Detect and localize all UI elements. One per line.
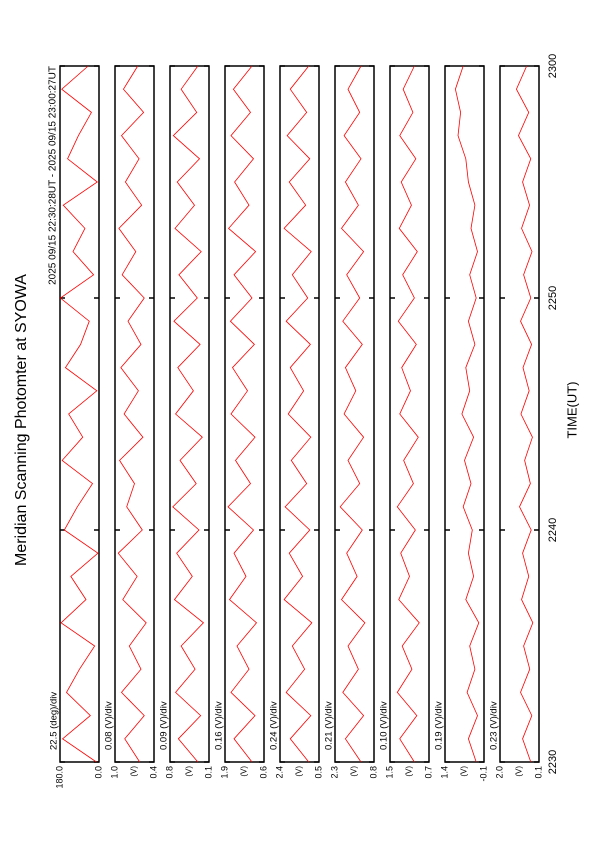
y-unit-label: (V)	[295, 766, 304, 777]
rotated-frame: Meridian Scanning Photomter at SYOWA 202…	[13, 54, 579, 789]
y-tick-label: 0.8	[164, 766, 174, 779]
y-tick-label: 180.0	[54, 766, 64, 789]
y-unit-label: (V)	[185, 766, 194, 777]
y-unit-label: (V)	[350, 766, 359, 777]
chart-subtitle: 2025 09/15 22:30:28UT - 2025 09/15 23:00…	[48, 66, 59, 285]
signal-line	[117, 65, 147, 763]
panel-frame	[169, 65, 210, 763]
y-tick-label: 0.7	[423, 766, 433, 779]
y-tick-label: 0.6	[258, 766, 268, 779]
panel-label: 22.5 (deg)/div	[49, 692, 60, 750]
panel-frame	[444, 65, 485, 763]
y-unit-label: (V)	[460, 766, 469, 777]
x-axis-label: TIME(UT)	[564, 381, 579, 438]
panel-label: 0.08 (V)/div	[104, 701, 115, 750]
y-unit-label: (V)	[405, 766, 414, 777]
panel-frame	[334, 65, 375, 763]
y-unit-label: (V)	[130, 766, 139, 777]
panel-frame	[59, 65, 100, 763]
y-tick-label: 1.4	[439, 766, 449, 779]
y-tick-label: 2.0	[494, 766, 504, 779]
panel-frame	[224, 65, 265, 763]
panel-frame	[389, 65, 430, 763]
x-tick-label: 2230	[547, 750, 559, 774]
y-tick-label: -0.1	[478, 766, 488, 782]
y-tick-label: 0.0	[93, 766, 103, 779]
y-tick-label: 0.1	[203, 766, 213, 779]
signal-line	[454, 65, 480, 763]
panel-label: 0.23 (V)/div	[489, 701, 500, 750]
y-tick-label: 0.4	[148, 766, 158, 779]
y-tick-label: 1.5	[384, 766, 394, 779]
signal-line	[59, 65, 99, 763]
y-tick-label: 1.0	[109, 766, 119, 779]
signal-line	[339, 65, 366, 763]
y-tick-label: 1.9	[219, 766, 229, 779]
panel-label: 0.19 (V)/div	[434, 701, 445, 750]
signal-line	[515, 65, 534, 763]
panel-label: 0.16 (V)/div	[214, 701, 225, 750]
panel-frame	[279, 65, 320, 763]
panel-frame	[499, 65, 540, 763]
y-tick-label: 2.4	[274, 766, 284, 779]
x-tick-label: 2250	[547, 286, 559, 310]
y-tick-label: 0.5	[313, 766, 323, 779]
signal-line	[172, 65, 205, 763]
y-unit-label: (V)	[515, 766, 524, 777]
panel-frame	[114, 65, 155, 763]
panel-label: 0.24 (V)/div	[269, 701, 280, 750]
signal-line	[396, 65, 420, 763]
signal-line	[227, 65, 258, 763]
chart-title: Meridian Scanning Photomter at SYOWA	[13, 274, 30, 566]
y-tick-label: 0.1	[533, 766, 543, 779]
panel-label: 0.10 (V)/div	[379, 701, 390, 750]
y-tick-label: 0.8	[368, 766, 378, 779]
panel-label: 0.21 (V)/div	[324, 701, 335, 750]
x-tick-label: 2240	[547, 518, 559, 542]
panel-label: 0.09 (V)/div	[159, 701, 170, 750]
y-tick-label: 2.3	[329, 766, 339, 779]
y-unit-label: (V)	[240, 766, 249, 777]
x-tick-label: 2300	[547, 54, 559, 78]
signal-line	[283, 65, 313, 763]
